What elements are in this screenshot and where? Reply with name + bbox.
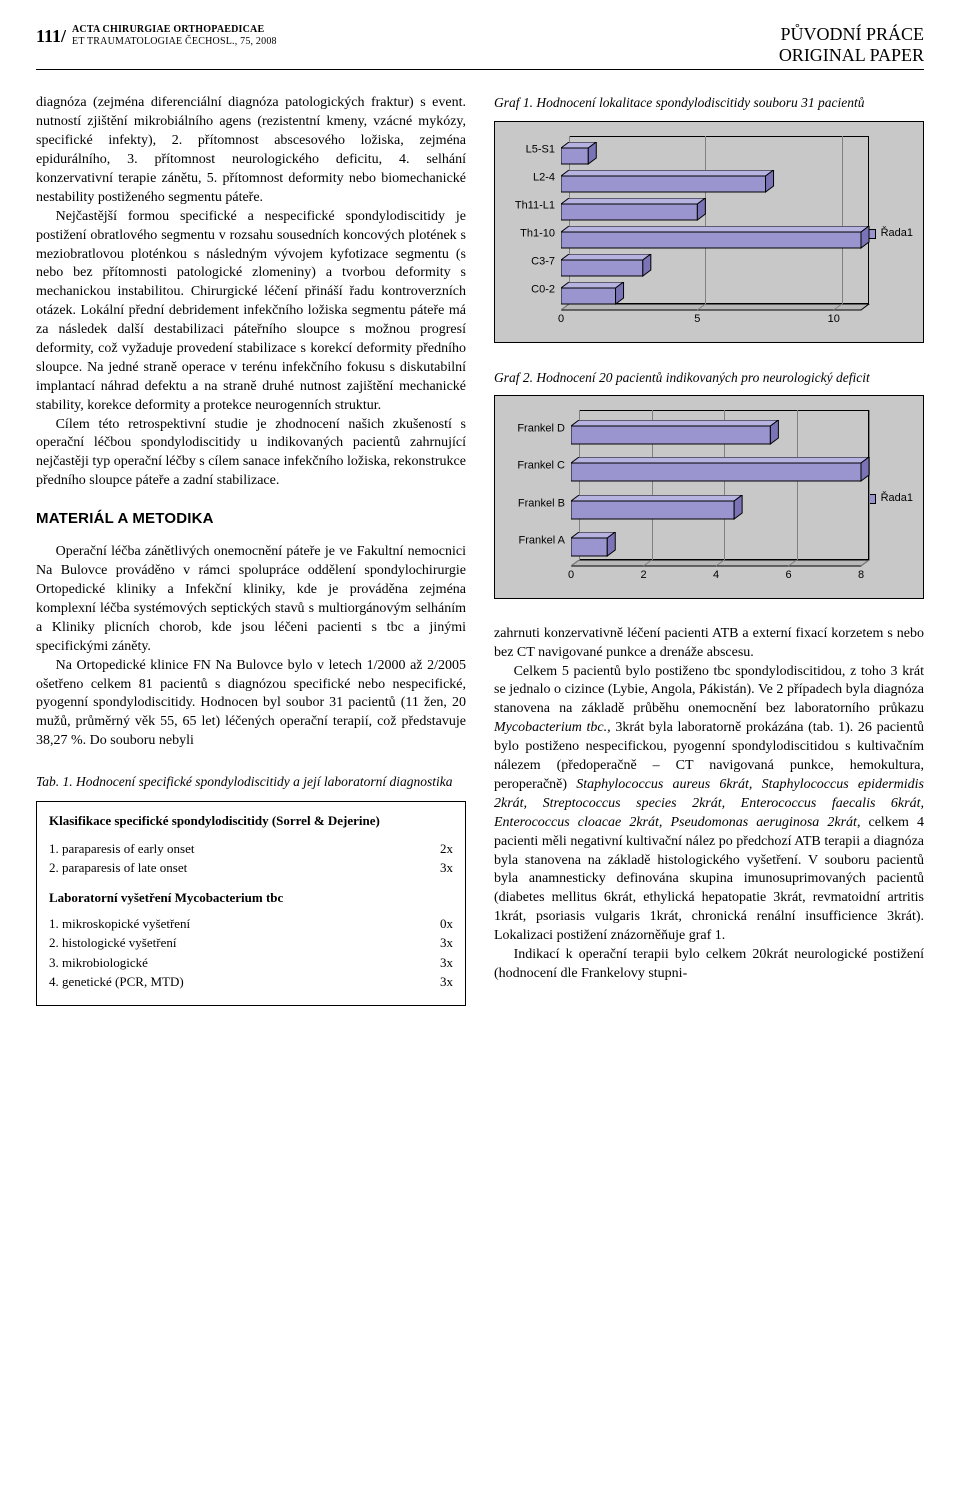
left-p2: Nejčastější formou specifické a nespecif… bbox=[36, 208, 466, 416]
header-left: 111/ ACTA CHIRURGIAE ORTHOPAEDICAE ET TR… bbox=[36, 24, 277, 48]
chart-xlabel: 5 bbox=[694, 312, 700, 327]
left-p5: Na Ortopedické klinice FN Na Bulovce byl… bbox=[36, 657, 466, 751]
table1-rows1: 1. paraparesis of early onset2x2. parapa… bbox=[49, 840, 453, 877]
table-row: 1. mikroskopické vyšetření0x bbox=[49, 915, 453, 933]
chart2: Frankel D Frankel C Frankel B Frankel A 0 2 4 6… bbox=[494, 395, 924, 599]
chart-legend: Řada1 bbox=[864, 491, 913, 506]
right-p2-a: Celkem 5 pacientů bylo postiženo tbc spo… bbox=[494, 664, 924, 717]
chart-ylabel: Frankel C bbox=[517, 459, 565, 474]
left-p4: Operační léčba zánětlivých onemocnění pá… bbox=[36, 543, 466, 656]
journal-line1: ACTA CHIRURGIAE ORTHOPAEDICAE bbox=[72, 24, 264, 35]
left-column: diagnóza (zejména diferenciální diagnóza… bbox=[36, 94, 466, 1005]
table1: Klasifikace specifické spondylodiscitidy… bbox=[36, 801, 466, 1005]
table-row: 3. mikrobiologické3x bbox=[49, 954, 453, 972]
chart-xlabel: 6 bbox=[785, 568, 791, 583]
chart1: L5-S1 L2-4 Th11-L1 Th1-10 C3-7 C0-20 5 10 Řada1 bbox=[494, 121, 924, 343]
chart-bar bbox=[561, 226, 871, 250]
header-right-2: ORIGINAL PAPER bbox=[779, 45, 924, 65]
chart-bar bbox=[561, 198, 707, 222]
chart-ylabel: Th11-L1 bbox=[515, 198, 555, 213]
chart-bar bbox=[561, 282, 626, 306]
chart-xlabel: 2 bbox=[640, 568, 646, 583]
chart-ylabel: C3-7 bbox=[531, 254, 555, 269]
table-row: 4. genetické (PCR, MTD)3x bbox=[49, 973, 453, 991]
right-column: Graf 1. Hodnocení lokalitace spondylodis… bbox=[494, 94, 924, 1005]
legend-label: Řada1 bbox=[881, 491, 913, 506]
header-right: PŮVODNÍ PRÁCE ORIGINAL PAPER bbox=[779, 24, 924, 65]
chart-bar bbox=[571, 420, 780, 446]
chart-bar bbox=[561, 254, 653, 278]
chart-bar bbox=[571, 457, 871, 483]
chart-xlabel: 10 bbox=[828, 312, 840, 327]
chart-ylabel: L5-S1 bbox=[526, 142, 555, 157]
table-row: 2. paraparesis of late onset3x bbox=[49, 859, 453, 877]
left-p3: Cílem této retrospektivní studie je zhod… bbox=[36, 416, 466, 492]
chart-bar bbox=[561, 142, 598, 166]
table1-caption: Tab. 1. Hodnocení specifické spondylodis… bbox=[36, 773, 466, 791]
chart-ylabel: Frankel B bbox=[518, 496, 565, 511]
table1-subhead: Laboratorní vyšetření Mycobacterium tbc bbox=[49, 889, 453, 907]
chart-xlabel: 8 bbox=[858, 568, 864, 583]
chart-ylabel: Frankel D bbox=[517, 421, 565, 436]
chart-xlabel: 0 bbox=[558, 312, 564, 327]
chart1-caption: Graf 1. Hodnocení lokalitace spondylodis… bbox=[494, 94, 924, 112]
right-p3: Indikací k operační terapii bylo celkem … bbox=[494, 946, 924, 984]
chart-ylabel: L2-4 bbox=[533, 170, 555, 185]
table1-head: Klasifikace specifické spondylodiscitidy… bbox=[49, 812, 453, 830]
section-heading: MATERIÁL A METODIKA bbox=[36, 509, 466, 529]
right-p2: Celkem 5 pacientů bylo postiženo tbc spo… bbox=[494, 663, 924, 946]
right-p2-c: , celkem 4 pacienti měli negativní kulti… bbox=[494, 815, 924, 943]
table1-rows2: 1. mikroskopické vyšetření0x2. histologi… bbox=[49, 915, 453, 991]
table-row: 2. histologické vyšetření3x bbox=[49, 934, 453, 952]
chart-xlabel: 0 bbox=[568, 568, 574, 583]
header-right-1: PŮVODNÍ PRÁCE bbox=[780, 24, 924, 44]
chart2-caption: Graf 2. Hodnocení 20 pacientů indikovaný… bbox=[494, 369, 924, 387]
page-header: 111/ ACTA CHIRURGIAE ORTHOPAEDICAE ET TR… bbox=[36, 24, 924, 70]
legend-label: Řada1 bbox=[881, 226, 913, 241]
chart-bar bbox=[571, 532, 617, 558]
left-p1: diagnóza (zejména diferenciální diagnóza… bbox=[36, 94, 466, 207]
journal-block: ACTA CHIRURGIAE ORTHOPAEDICAE ET TRAUMAT… bbox=[72, 24, 277, 47]
page-number: 111/ bbox=[36, 24, 66, 48]
chart-bar bbox=[561, 170, 776, 194]
chart-ylabel: C0-2 bbox=[531, 282, 555, 297]
chart-bar bbox=[571, 495, 744, 521]
right-p2-em: Mycobacterium tbc., bbox=[494, 720, 611, 735]
table-row: 1. paraparesis of early onset2x bbox=[49, 840, 453, 858]
columns: diagnóza (zejména diferenciální diagnóza… bbox=[36, 94, 924, 1005]
chart-xlabel: 4 bbox=[713, 568, 719, 583]
journal-line2: ET TRAUMATOLOGIAE ČECHOSL., 75, 2008 bbox=[72, 36, 277, 47]
right-p1: zahrnuti konzervativně léčení pacienti A… bbox=[494, 625, 924, 663]
chart-ylabel: Frankel A bbox=[519, 534, 565, 549]
chart-ylabel: Th1-10 bbox=[520, 226, 555, 241]
